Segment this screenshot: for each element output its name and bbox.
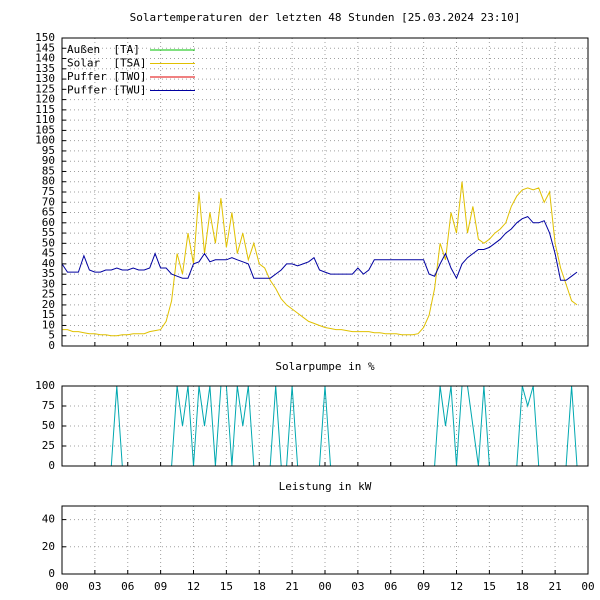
x-tick-label: 12 — [187, 580, 200, 593]
y-tick-label: 85 — [42, 164, 55, 177]
x-tick-label: 15 — [220, 580, 233, 593]
legend-label: Außen [TA] — [67, 43, 140, 56]
y-tick-label: 15 — [42, 308, 55, 321]
y-tick-label: 30 — [42, 277, 55, 290]
y-tick-label: 100 — [35, 134, 55, 147]
y-tick-label: 110 — [35, 113, 55, 126]
y-tick-label: 10 — [42, 318, 55, 331]
x-tick-label: 21 — [549, 580, 562, 593]
y-tick-label: 70 — [42, 195, 55, 208]
x-tick-label: 00 — [318, 580, 331, 593]
y-tick-label: 5 — [48, 329, 55, 342]
x-tick-label: 06 — [384, 580, 397, 593]
x-tick-label: 18 — [516, 580, 529, 593]
y-tick-label: 0 — [48, 459, 55, 472]
y-tick-label: 65 — [42, 206, 55, 219]
plot-frame — [61, 385, 589, 467]
y-tick-label: 45 — [42, 247, 55, 260]
x-tick-label: 00 — [581, 580, 594, 593]
y-tick-label: 120 — [35, 93, 55, 106]
x-tick-label: 21 — [286, 580, 299, 593]
legend-label: Puffer [TWU] — [67, 84, 146, 97]
y-tick-label: 20 — [42, 298, 55, 311]
y-tick-label: 50 — [42, 419, 55, 432]
y-tick-label: 80 — [42, 175, 55, 188]
y-tick-label: 150 — [35, 31, 55, 44]
x-tick-label: 06 — [121, 580, 134, 593]
legend-label: Puffer [TWO] — [67, 70, 146, 83]
y-tick-label: 25 — [42, 288, 55, 301]
y-tick-label: 55 — [42, 226, 55, 239]
plot-frame — [61, 505, 589, 575]
y-tick-label: 105 — [35, 123, 55, 136]
x-tick-label: 03 — [88, 580, 101, 593]
plot-frame — [61, 37, 589, 347]
y-tick-label: 135 — [35, 62, 55, 75]
y-tick-label: 145 — [35, 41, 55, 54]
data-line — [62, 385, 578, 467]
y-tick-label: 60 — [42, 216, 55, 229]
y-tick-label: 130 — [35, 72, 55, 85]
x-tick-label: 12 — [450, 580, 463, 593]
y-tick-label: 25 — [42, 439, 55, 452]
y-tick-label: 100 — [35, 379, 55, 392]
y-tick-label: 40 — [42, 257, 55, 270]
y-tick-label: 90 — [42, 154, 55, 167]
y-tick-label: 20 — [42, 540, 55, 553]
x-tick-label: 03 — [351, 580, 364, 593]
y-tick-label: 115 — [35, 103, 55, 116]
y-tick-label: 40 — [42, 513, 55, 526]
data-line — [62, 181, 578, 337]
y-tick-label: 0 — [48, 567, 55, 580]
x-tick-label: 18 — [253, 580, 266, 593]
legend-label: Solar [TSA] — [67, 57, 146, 70]
y-tick-label: 75 — [42, 399, 55, 412]
x-tick-label: 09 — [154, 580, 167, 593]
y-tick-label: 0 — [48, 339, 55, 352]
y-tick-label: 75 — [42, 185, 55, 198]
y-tick-label: 35 — [42, 267, 55, 280]
y-tick-label: 140 — [35, 52, 55, 65]
chart-title: Solartemperaturen der letzten 48 Stunden… — [130, 11, 521, 24]
y-tick-label: 50 — [42, 236, 55, 249]
data-line — [61, 216, 578, 281]
y-tick-label: 95 — [42, 144, 55, 157]
chart-title: Leistung in kW — [279, 480, 372, 493]
chart-title: Solarpumpe in % — [275, 360, 375, 373]
x-tick-label: 15 — [483, 580, 496, 593]
y-tick-label: 125 — [35, 82, 55, 95]
x-tick-label: 00 — [55, 580, 68, 593]
x-tick-label: 09 — [417, 580, 430, 593]
